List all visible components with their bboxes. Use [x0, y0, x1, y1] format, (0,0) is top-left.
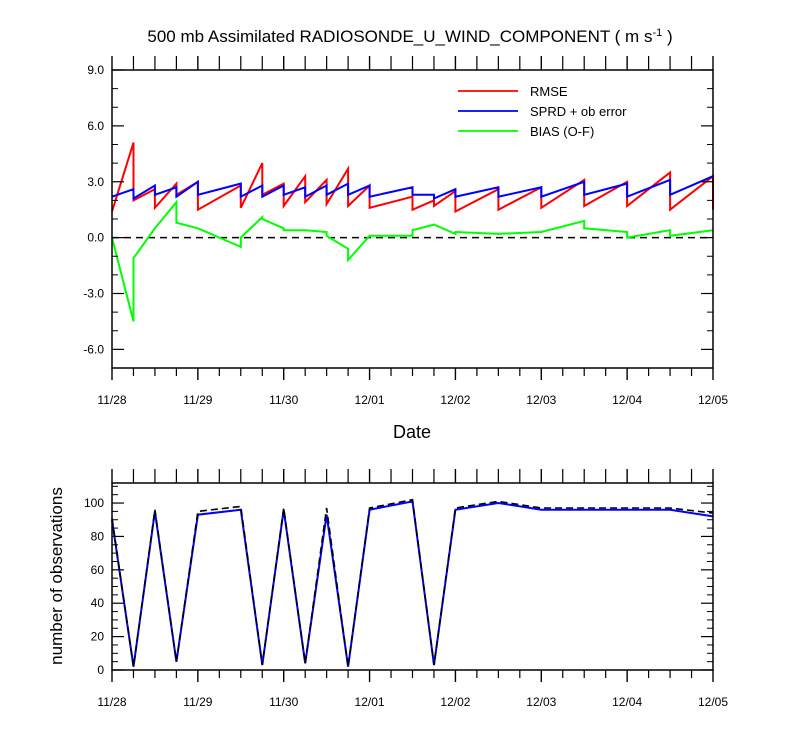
x-tick-label: 11/29 [183, 393, 212, 407]
y-tick-label: 3.0 [87, 175, 104, 189]
y-tick-label: 20 [91, 630, 105, 644]
x-tick-label: 11/28 [97, 393, 126, 407]
y-tick-label: -3.0 [83, 287, 104, 301]
top-plot: -6.0 -3.0 0.0 3.0 6.0 9.0 11/28 11/29 11/30 12/01… [83, 56, 728, 442]
series-line-sprd-ob-error [111, 175, 714, 201]
top-ticks: -6.0 -3.0 0.0 3.0 6.0 9.0 11/28 11/29 11/30 12/01… [83, 56, 728, 407]
y-tick-label: 80 [91, 529, 105, 543]
x-tick-label: 12/01 [355, 695, 385, 709]
x-tick-label: 12/03 [526, 393, 556, 407]
x-tick-label: 12/04 [612, 695, 642, 709]
x-tick-label: 12/02 [440, 393, 470, 407]
x-tick-label: 12/05 [698, 695, 728, 709]
y-tick-label: 60 [91, 563, 105, 577]
top-x-axis-label: Date [393, 422, 431, 442]
series-line-observations-total [111, 498, 714, 667]
bottom-ticks: 0 20 40 60 80 100 11/28 11/29 11/30 12/01 12/02 12/… [84, 469, 728, 709]
y-tick-label: 100 [84, 496, 104, 510]
x-tick-label: 11/28 [97, 695, 126, 709]
x-tick-label: 12/01 [355, 393, 385, 407]
y-tick-label: 40 [91, 596, 105, 610]
top-series-group [111, 142, 714, 322]
legend-label: RMSE [530, 84, 568, 99]
legend-label: SPRD + ob error [530, 104, 627, 119]
bottom-plot: 0 20 40 60 80 100 11/28 11/29 11/30 12/01 12/02 12/… [47, 469, 728, 709]
x-tick-label: 12/05 [698, 393, 728, 407]
y-tick-label: -6.0 [83, 342, 104, 356]
chart-title: 500 mb Assimilated RADIOSONDE_U_WIND_COM… [147, 27, 672, 46]
y-tick-label: 6.0 [87, 119, 104, 133]
series-line-bias-o-f [111, 199, 714, 322]
x-tick-label: 11/30 [269, 695, 298, 709]
y-tick-label: 0 [97, 663, 104, 677]
x-tick-label: 11/29 [183, 695, 212, 709]
y-tick-label: 0.0 [87, 231, 104, 245]
bottom-y-axis-label: number of observations [47, 487, 66, 665]
x-tick-label: 12/02 [440, 695, 470, 709]
series-line-rmse [111, 142, 714, 214]
x-tick-label: 12/04 [612, 393, 642, 407]
series-line-observations-used [111, 500, 714, 667]
x-tick-label: 12/03 [526, 695, 556, 709]
y-tick-label: 9.0 [87, 63, 104, 77]
bottom-series-group [111, 498, 714, 667]
legend: RMSE SPRD + ob error BIAS (O-F) [458, 84, 627, 139]
x-tick-label: 11/30 [269, 393, 298, 407]
legend-label: BIAS (O-F) [530, 124, 594, 139]
